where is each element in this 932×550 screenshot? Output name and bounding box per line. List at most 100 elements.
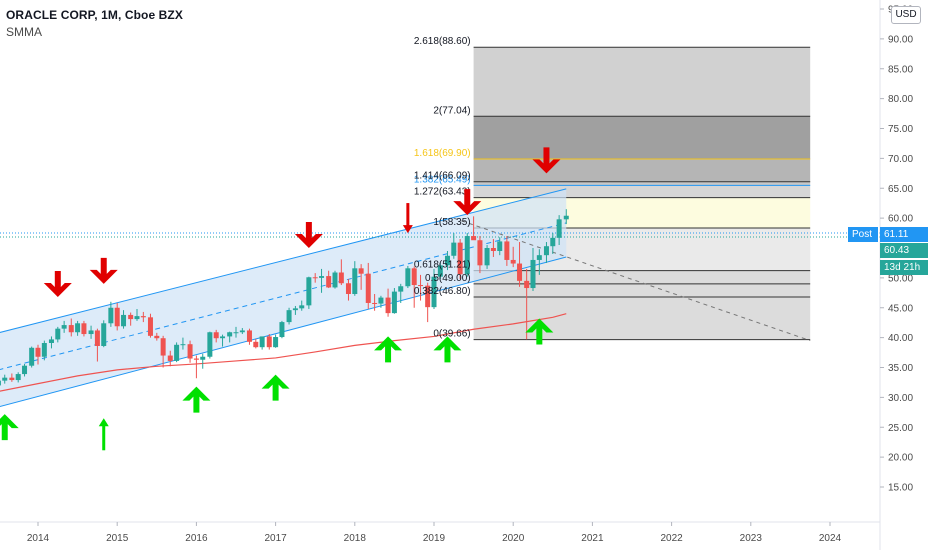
candle[interactable] [477, 236, 483, 274]
candle[interactable] [372, 294, 378, 311]
candle[interactable] [457, 239, 463, 280]
candle[interactable] [517, 242, 523, 287]
arrow-up-icon[interactable] [0, 414, 19, 441]
candle[interactable] [134, 308, 140, 321]
candle[interactable] [352, 261, 358, 296]
symbol-title[interactable]: ORACLE CORP, 1M, Cboe BZX [6, 8, 183, 22]
candle[interactable] [108, 301, 114, 327]
candle[interactable] [0, 378, 1, 388]
candle[interactable] [94, 328, 100, 362]
candle[interactable] [200, 353, 206, 369]
candle[interactable] [233, 326, 239, 338]
candle[interactable] [378, 295, 384, 308]
candle[interactable] [9, 373, 15, 382]
candle[interactable] [75, 320, 81, 336]
candle[interactable] [398, 283, 404, 303]
channel-upper-line[interactable] [0, 188, 567, 333]
candle[interactable] [524, 268, 530, 340]
arrow-down-icon[interactable] [532, 147, 561, 174]
plot-area[interactable]: 0(39.66) 0.382(46.80) 0.5(49.00) 0.618(51.2… [0, 36, 880, 451]
candle[interactable] [451, 233, 457, 259]
candle[interactable] [48, 336, 54, 349]
candle[interactable] [543, 242, 549, 263]
channel-middle-line[interactable] [0, 222, 567, 370]
candle[interactable] [220, 334, 226, 347]
candle[interactable] [338, 259, 344, 286]
candle[interactable] [326, 270, 332, 289]
candle[interactable] [41, 340, 47, 361]
candle[interactable] [464, 233, 470, 277]
candle[interactable] [530, 248, 536, 292]
candle[interactable] [332, 270, 338, 289]
arrow-down-icon[interactable] [453, 189, 482, 216]
candle[interactable] [154, 332, 160, 341]
candle[interactable] [563, 209, 569, 225]
price-axis[interactable] [880, 0, 932, 550]
arrow-up-icon[interactable] [525, 318, 554, 345]
arrow-down-icon[interactable] [43, 270, 72, 297]
candle[interactable] [101, 320, 107, 348]
candle[interactable] [411, 266, 417, 308]
arrow-down-icon[interactable] [89, 257, 118, 284]
candle[interactable] [358, 264, 364, 290]
arrow-up-icon[interactable] [261, 374, 290, 401]
candle[interactable] [114, 302, 120, 331]
indicator-label[interactable]: SMMA [6, 25, 42, 39]
candle[interactable] [174, 342, 180, 363]
candle[interactable] [128, 312, 134, 326]
arrow-down-icon[interactable] [294, 222, 323, 248]
candle[interactable] [279, 320, 285, 339]
candle[interactable] [345, 279, 351, 301]
candle[interactable] [140, 311, 146, 323]
candle[interactable] [15, 372, 21, 383]
candle[interactable] [556, 215, 562, 246]
candle[interactable] [391, 288, 397, 314]
arrow-up-icon[interactable] [433, 336, 462, 363]
candle[interactable] [444, 250, 450, 271]
candle[interactable] [35, 344, 41, 365]
candle[interactable] [510, 246, 516, 268]
candle[interactable] [180, 337, 186, 350]
candle[interactable] [273, 334, 279, 348]
candle[interactable] [299, 300, 305, 311]
candle[interactable] [266, 334, 272, 350]
arrow-down-icon[interactable] [402, 203, 413, 234]
candle[interactable] [207, 331, 213, 359]
candle[interactable] [292, 305, 298, 315]
candle[interactable] [81, 320, 87, 337]
arrow-up-icon[interactable] [98, 418, 109, 451]
candle[interactable] [484, 245, 490, 269]
candle[interactable] [29, 346, 35, 368]
candle[interactable] [437, 262, 443, 280]
candle[interactable] [2, 374, 8, 384]
candle[interactable] [187, 340, 193, 363]
candle[interactable] [121, 310, 127, 329]
candle[interactable] [385, 288, 391, 317]
candle[interactable] [213, 329, 219, 343]
candle[interactable] [193, 355, 199, 379]
candle[interactable] [239, 328, 245, 335]
candle[interactable] [312, 273, 318, 283]
candle[interactable] [227, 331, 233, 343]
candle[interactable] [306, 276, 312, 309]
candle[interactable] [490, 239, 496, 257]
candle[interactable] [550, 233, 556, 254]
candle[interactable] [504, 236, 510, 266]
candle[interactable] [497, 237, 503, 256]
candle[interactable] [147, 313, 153, 338]
time-axis[interactable] [0, 522, 932, 550]
candle[interactable] [536, 249, 542, 275]
candle[interactable] [160, 335, 166, 368]
arrow-up-icon[interactable] [374, 336, 403, 363]
candle[interactable] [365, 262, 371, 309]
candle[interactable] [405, 265, 411, 289]
smma-line[interactable] [0, 313, 567, 392]
candle[interactable] [88, 325, 94, 339]
candle[interactable] [319, 268, 325, 293]
candle[interactable] [418, 274, 424, 301]
candle[interactable] [246, 328, 252, 345]
candle[interactable] [253, 338, 259, 349]
currency-button[interactable]: USD [891, 6, 921, 24]
candle[interactable] [471, 216, 477, 241]
